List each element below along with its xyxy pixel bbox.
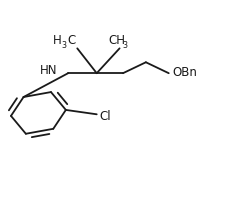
Text: HN: HN: [40, 64, 57, 77]
Text: 3: 3: [61, 41, 66, 50]
Text: Cl: Cl: [98, 110, 110, 123]
Text: OBn: OBn: [171, 66, 196, 79]
Text: 3: 3: [122, 41, 127, 50]
Text: C: C: [67, 34, 76, 47]
Text: H: H: [52, 34, 61, 47]
Text: CH: CH: [108, 34, 125, 47]
